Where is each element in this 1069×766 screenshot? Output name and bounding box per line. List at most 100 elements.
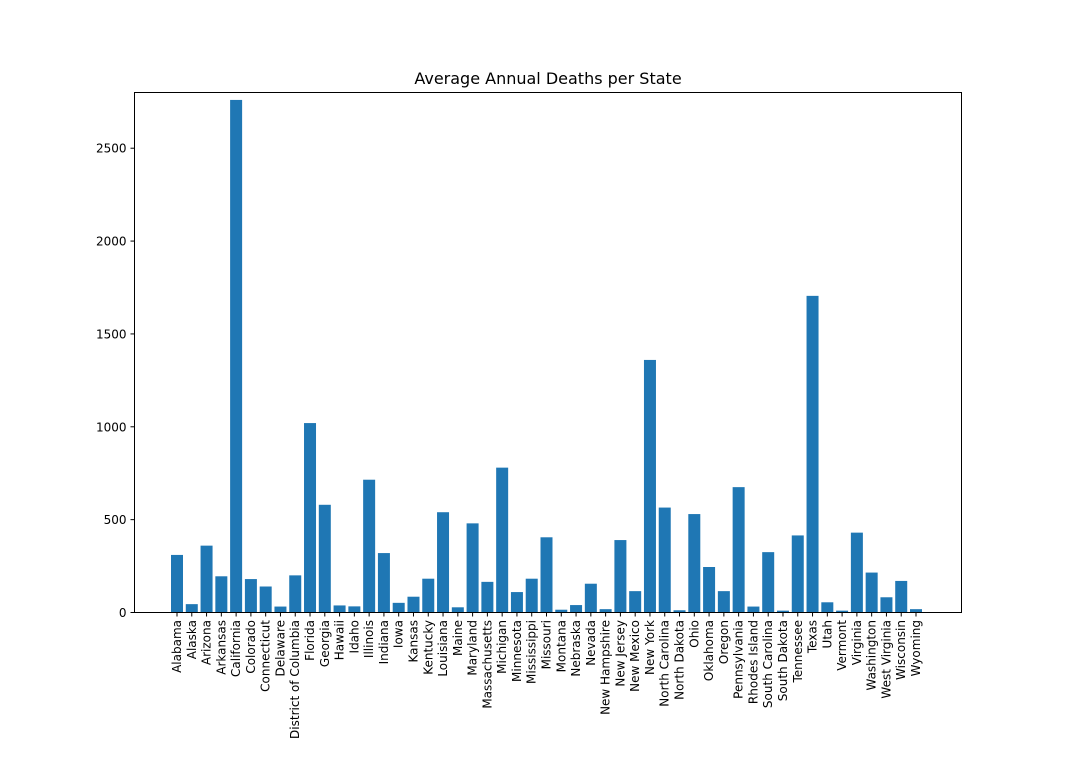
- bar: [762, 552, 775, 613]
- bar: [333, 605, 346, 613]
- x-tick-label: Vermont: [835, 620, 849, 671]
- x-tick-label: New Jersey: [613, 620, 627, 687]
- bar: [422, 578, 435, 613]
- x-tick-label: Arizona: [200, 620, 214, 665]
- x-tick-label: Wyoming: [909, 620, 923, 676]
- bar: [599, 609, 612, 613]
- bar: [584, 583, 597, 613]
- bar: [555, 609, 568, 613]
- x-tick-label: Maryland: [466, 620, 480, 676]
- x-tick-label: Nevada: [584, 620, 598, 666]
- bar: [850, 532, 863, 613]
- y-tick-label: 2500: [96, 142, 127, 156]
- bar: [244, 579, 257, 613]
- bar: [215, 576, 228, 613]
- x-tick-label: Washington: [865, 620, 879, 691]
- x-tick-label: Ohio: [687, 620, 701, 648]
- bar: [377, 553, 390, 613]
- y-tick-label: 500: [104, 513, 127, 527]
- x-tick-label: Kentucky: [421, 620, 435, 675]
- x-tick-label: Maine: [451, 620, 465, 656]
- x-tick-label: Pennsylvania: [732, 620, 746, 699]
- bar: [363, 479, 376, 613]
- bar: [865, 572, 878, 613]
- x-tick-label: Virginia: [850, 620, 864, 665]
- x-tick-label: West Virginia: [879, 620, 893, 699]
- bar: [392, 602, 405, 613]
- bar: [466, 523, 479, 613]
- x-tick-label: Oklahoma: [702, 620, 716, 681]
- bar: [200, 545, 213, 613]
- x-tick-label: Georgia: [318, 620, 332, 667]
- x-tick-label: Florida: [303, 620, 317, 661]
- x-tick-label: Illinois: [362, 620, 376, 658]
- x-tick-label: Massachusetts: [480, 620, 494, 709]
- bar: [318, 504, 331, 613]
- y-tick-label: 1000: [96, 420, 127, 434]
- bar: [496, 467, 509, 613]
- bar: [688, 514, 701, 613]
- plot-frame: [134, 92, 962, 613]
- y-axis: 0 500 1000 1500 2000 2500: [96, 142, 135, 620]
- x-tick-label: New Hampshire: [599, 620, 613, 715]
- bar: [836, 610, 849, 613]
- x-tick-label: Wisconsin: [894, 620, 908, 680]
- bar: [791, 535, 804, 613]
- bar: [747, 606, 760, 613]
- bar: [910, 609, 922, 613]
- x-tick-label: Colorado: [244, 620, 258, 674]
- x-tick-label: Nebraska: [569, 620, 583, 677]
- bar: [540, 537, 553, 613]
- x-tick-label: Oregon: [717, 620, 731, 664]
- bar: [171, 554, 183, 613]
- x-tick-label: Hawaii: [333, 620, 347, 660]
- x-tick-label: Mississippi: [525, 620, 539, 684]
- x-tick-label: South Dakota: [776, 620, 790, 701]
- x-axis: Alabama Alaska Arizona Arkansas California Co…: [170, 612, 923, 739]
- bar: [895, 580, 908, 613]
- x-tick-label: Delaware: [273, 620, 287, 677]
- x-tick-label: Utah: [820, 620, 834, 648]
- x-tick-label: North Carolina: [658, 620, 672, 707]
- bars-group: [171, 99, 922, 613]
- bar: [525, 578, 538, 613]
- bar: [614, 540, 627, 613]
- x-tick-label: Michigan: [495, 620, 509, 674]
- x-tick-label: Idaho: [347, 620, 361, 653]
- bar: [806, 295, 819, 613]
- bar: [510, 592, 523, 613]
- bar: [776, 610, 789, 613]
- x-tick-label: District of Columbia: [288, 620, 302, 739]
- bar: [643, 359, 656, 613]
- x-tick-label: Iowa: [392, 620, 406, 648]
- bar: [289, 575, 302, 613]
- x-tick-label: Texas: [806, 620, 820, 654]
- bar: [451, 607, 464, 613]
- x-tick-label: Kansas: [406, 620, 420, 662]
- bar: [437, 512, 450, 613]
- x-tick-label: Alaska: [185, 620, 199, 659]
- bar: [570, 605, 583, 613]
- x-tick-label: Connecticut: [259, 620, 273, 692]
- bar: [185, 604, 198, 613]
- x-tick-label: Montana: [554, 620, 568, 672]
- bar: [732, 487, 745, 613]
- bar: [717, 591, 730, 613]
- bar: [821, 602, 834, 613]
- chart-title: Average Annual Deaths per State: [414, 69, 681, 88]
- bar: [481, 581, 494, 613]
- x-tick-label: New Mexico: [628, 620, 642, 692]
- x-tick-label: Indiana: [377, 620, 391, 664]
- bar: [274, 606, 287, 613]
- x-tick-label: New York: [643, 620, 657, 675]
- x-tick-label: California: [229, 620, 243, 677]
- y-tick-label: 2000: [96, 235, 127, 249]
- x-tick-label: Louisiana: [436, 620, 450, 677]
- x-tick-label: Missouri: [540, 620, 554, 669]
- bar: [348, 606, 361, 613]
- x-tick-label: Alabama: [170, 620, 184, 673]
- y-tick-label: 0: [119, 606, 127, 620]
- x-tick-label: Tennessee: [791, 620, 805, 684]
- bar: [629, 591, 642, 613]
